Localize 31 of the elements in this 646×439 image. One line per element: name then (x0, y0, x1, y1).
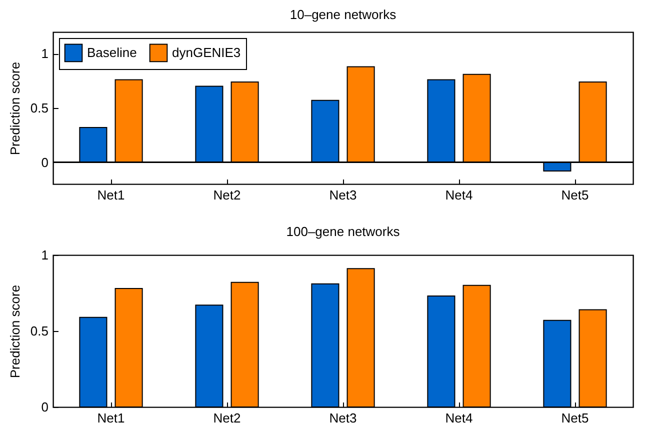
y-tick-label: 1 (41, 248, 48, 262)
y-axis-title: Prediction score (7, 62, 22, 156)
bar (427, 79, 456, 163)
bar (114, 79, 143, 163)
y-tick-label: 0 (41, 154, 48, 170)
legend-label: dynGENIE3 (172, 44, 241, 60)
x-tick-label: Net1 (97, 410, 125, 426)
x-tick-label: Net2 (213, 188, 241, 202)
x-tick-label: Net4 (445, 410, 473, 426)
chart-title: 100–gene networks (286, 224, 400, 239)
bar (462, 74, 491, 163)
bar (195, 86, 224, 163)
y-tick-label: 0 (41, 400, 48, 414)
y-tick-label: 0.5 (30, 100, 48, 116)
x-tick-label: Net3 (329, 188, 357, 202)
bar (230, 81, 259, 163)
chart-title: 10–gene networks (290, 7, 397, 22)
y-tick-label: 1 (41, 46, 48, 62)
x-tick-label: Net3 (329, 410, 357, 426)
bar (311, 100, 340, 163)
bar (346, 66, 375, 163)
x-tick-label: Net4 (445, 188, 473, 202)
bar (578, 81, 607, 163)
x-tick-label: Net5 (561, 188, 589, 202)
x-tick-label: Net5 (561, 410, 589, 426)
y-tick-label: 0.5 (30, 324, 48, 338)
x-tick-label: Net1 (97, 188, 125, 202)
legend-label: Baseline (87, 44, 137, 60)
bar (79, 127, 108, 163)
x-tick-label: Net2 (213, 410, 241, 426)
y-axis-title: Prediction score (7, 284, 22, 378)
